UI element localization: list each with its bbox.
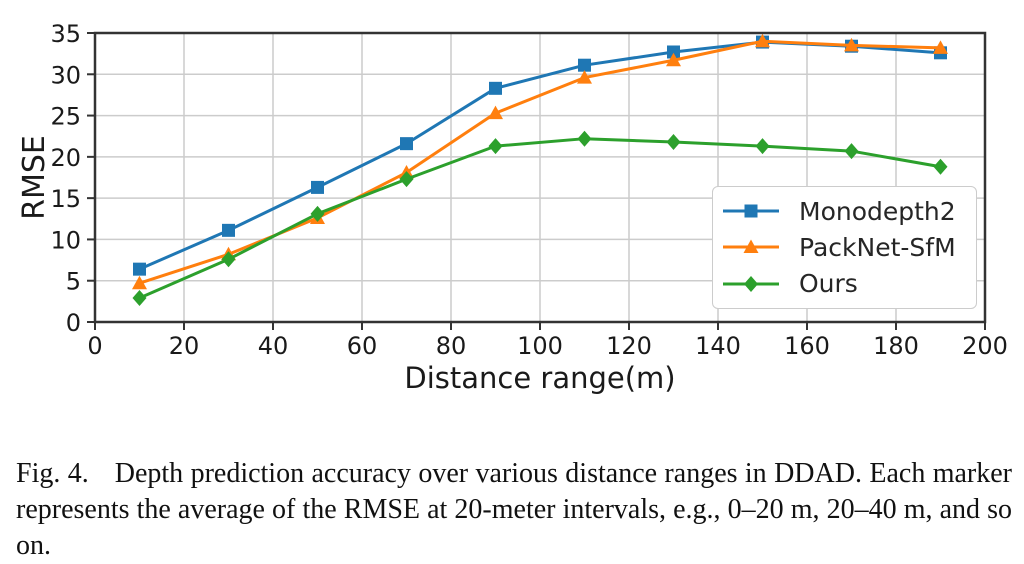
legend: Monodepth2 PackNet-SfM Ours: [712, 186, 977, 309]
series-marker-Monodepth2: [578, 58, 591, 72]
legend-item-Ours: Ours: [721, 269, 976, 298]
x-tick-label: 0: [87, 332, 102, 360]
series-marker-PackNet-SfM: [755, 33, 770, 48]
series-marker-PackNet-SfM: [933, 40, 948, 54]
series-marker-Ours: [488, 138, 503, 155]
figure: 0 20 40 60 80 100 120 140 160 180 200 0 5 10 15 20 25 30 3…: [16, 20, 1012, 561]
series-marker-PackNet-SfM: [577, 70, 592, 84]
x-tick-label: 80: [436, 332, 467, 360]
y-tick-label: 30: [50, 61, 81, 89]
legend-label: Ours: [799, 269, 858, 299]
x-tick-label: 140: [695, 332, 741, 360]
legend-item-PackNet-SfM: PackNet-SfM: [721, 233, 976, 262]
x-tick-label: 40: [258, 332, 289, 360]
legend-marker-triangle-icon: [723, 239, 779, 254]
legend-label: Monodepth2: [799, 196, 956, 226]
y-tick-label: 35: [50, 20, 81, 48]
series-marker-Ours: [844, 143, 859, 160]
caption-label: Fig. 4.: [16, 458, 89, 489]
y-tick-label: 10: [50, 226, 81, 254]
x-tick-label: 180: [873, 332, 919, 360]
caption-text: Depth prediction accuracy over various d…: [16, 458, 1012, 561]
x-axis-label: Distance range(m): [404, 361, 675, 395]
chart-svg: 0 20 40 60 80 100 120 140 160 180 200 0 5 10 15 20 25 30 3…: [17, 20, 1008, 395]
series-marker-PackNet-SfM: [844, 37, 859, 52]
series-marker-Monodepth2: [489, 81, 502, 95]
y-tick-label: 0: [66, 309, 81, 337]
series-marker-Monodepth2: [311, 180, 324, 194]
series-line-Ours: [138, 137, 941, 300]
y-axis-label: RMSE: [17, 135, 52, 220]
series-marker-Ours: [399, 171, 414, 188]
x-tick-label: 60: [347, 332, 378, 360]
series-marker-Monodepth2: [400, 137, 413, 151]
series-marker-Ours: [755, 138, 770, 155]
legend-item-Monodepth2: Monodepth2: [721, 197, 976, 226]
series-marker-Ours: [933, 158, 948, 175]
y-tick-label: 20: [50, 144, 81, 172]
y-tick-label: 25: [50, 103, 81, 131]
legend-marker-PackNet-SfM: [743, 239, 759, 254]
figure-caption: Fig. 4. Depth prediction accuracy over va…: [16, 456, 1012, 564]
legend-marker-Ours: [744, 275, 758, 292]
y-tick-label: 5: [66, 268, 81, 296]
series-marker-Ours: [577, 130, 592, 147]
x-tick-label: 20: [169, 332, 200, 360]
legend-label: PackNet-SfM: [799, 232, 956, 262]
legend-marker-diamond-icon: [723, 275, 779, 292]
series-marker-PackNet-SfM: [488, 105, 503, 120]
series-marker-Monodepth2: [222, 223, 235, 237]
series-marker-PackNet-SfM: [132, 275, 147, 290]
x-tick-label: 160: [784, 332, 830, 360]
series-marker-Ours: [310, 205, 325, 222]
series-marker-Monodepth2: [133, 262, 146, 276]
series-marker-PackNet-SfM: [666, 52, 681, 67]
x-tick-label: 100: [517, 332, 563, 360]
x-tick-label: 120: [606, 332, 652, 360]
series-marker-Monodepth2: [667, 45, 680, 59]
legend-marker-Monodepth2: [744, 204, 758, 218]
series-marker-Ours: [666, 133, 681, 150]
y-tick-label: 15: [50, 185, 81, 213]
legend-marker-square-icon: [723, 204, 779, 218]
x-tick-label: 200: [962, 332, 1008, 360]
series-marker-Ours: [221, 251, 236, 268]
series-marker-Ours: [132, 290, 147, 307]
chart-area: 0 20 40 60 80 100 120 140 160 180 200 0 5 10 15 20 25 30 3…: [17, 20, 1008, 395]
